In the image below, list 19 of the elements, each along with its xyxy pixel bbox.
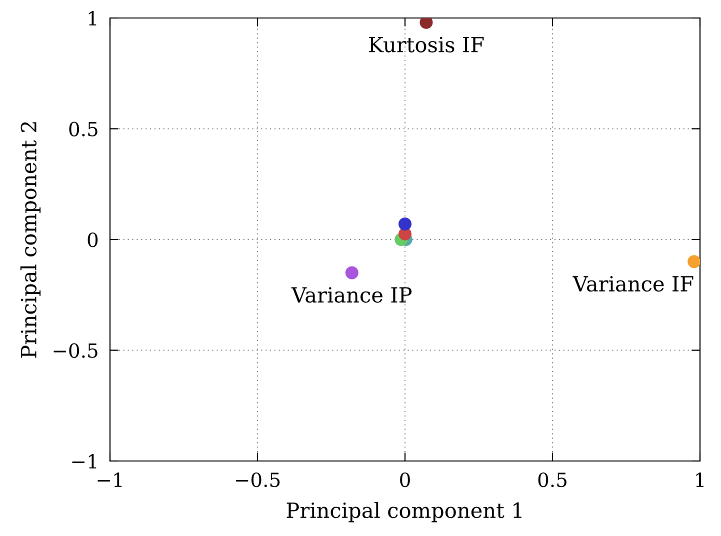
y-axis-title: Principal component 2 [20, 122, 41, 358]
point [688, 255, 700, 268]
x-axis-title: Principal component 1 [286, 502, 522, 522]
point [420, 18, 433, 29]
x-tick-label: 1 [696, 472, 704, 487]
y-tick-label: −0.5 [54, 343, 98, 358]
annotation: Variance IP [291, 287, 412, 303]
x-tick-label: 0 [400, 472, 410, 488]
x-tick-label: 0.5 [538, 472, 566, 488]
y-tick-label: 1 [88, 10, 96, 26]
x-tick-label: −1 [98, 472, 122, 487]
point [345, 266, 358, 280]
point [398, 217, 412, 230]
y-tick-label: −1 [72, 454, 96, 468]
x-tick-label: −0.5 [236, 472, 280, 488]
y-tick-label: 0.5 [69, 122, 98, 136]
annotation: Kurtosis IF [369, 36, 484, 52]
annotation: Variance IF [572, 276, 694, 292]
y-tick-label: 0 [88, 232, 98, 248]
